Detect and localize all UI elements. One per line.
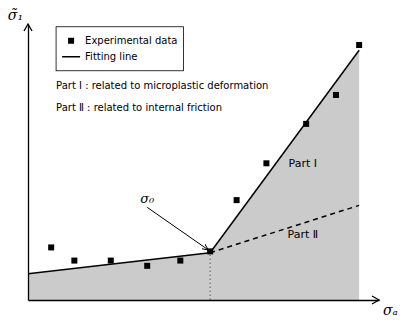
x-axis-line <box>29 300 380 301</box>
annotation-text: Part Ⅱ : related to internal friction <box>56 102 222 113</box>
marks <box>28 42 362 300</box>
chart-container: σₐ σ̃₁ Experimental data Fitting line Part Ⅰ… <box>0 0 409 320</box>
data-point <box>303 121 309 127</box>
data-point <box>48 244 54 250</box>
annotation-arrow <box>147 207 208 250</box>
y-axis-label: σ̃₁ <box>8 7 23 23</box>
y-axis-line <box>28 25 29 301</box>
y-axis <box>28 25 29 301</box>
fitting-line <box>210 205 359 252</box>
region-label: Part Ⅱ <box>288 228 319 241</box>
legend-marker <box>68 38 74 44</box>
annotation-label: σ₀ <box>140 191 155 206</box>
scatter-series <box>48 42 362 269</box>
x-axis <box>29 300 380 301</box>
data-point <box>356 42 362 48</box>
plot: σₐ σ̃₁ Experimental data Fitting line Part Ⅰ… <box>8 7 398 318</box>
x-axis-arrow <box>372 296 379 304</box>
guide-line <box>210 253 211 300</box>
annotation-text: Part Ⅰ : related to microplastic deforma… <box>56 80 268 91</box>
data-point <box>333 92 339 98</box>
data-point <box>144 263 150 269</box>
data-point <box>263 160 269 166</box>
legend-label: Experimental data <box>85 35 177 46</box>
legend-line <box>62 56 80 58</box>
data-point <box>177 258 183 264</box>
y-axis-arrow <box>24 24 32 31</box>
legend-label: Fitting line <box>85 51 137 62</box>
fitting-line <box>28 253 210 274</box>
data-point <box>108 258 114 264</box>
legend-item: Fitting line <box>62 51 137 62</box>
data-point <box>71 258 77 264</box>
legend-frame <box>56 27 183 71</box>
legend: Experimental data Fitting line <box>56 27 183 71</box>
legend-item: Experimental data <box>68 35 177 46</box>
shaded-area <box>28 253 210 300</box>
data-point <box>234 197 240 203</box>
region-label: Part Ⅰ <box>289 157 317 170</box>
x-axis-label: σₐ <box>383 302 398 318</box>
chart: σₐ σ̃₁ Experimental data Fitting line Part Ⅰ… <box>0 0 409 320</box>
